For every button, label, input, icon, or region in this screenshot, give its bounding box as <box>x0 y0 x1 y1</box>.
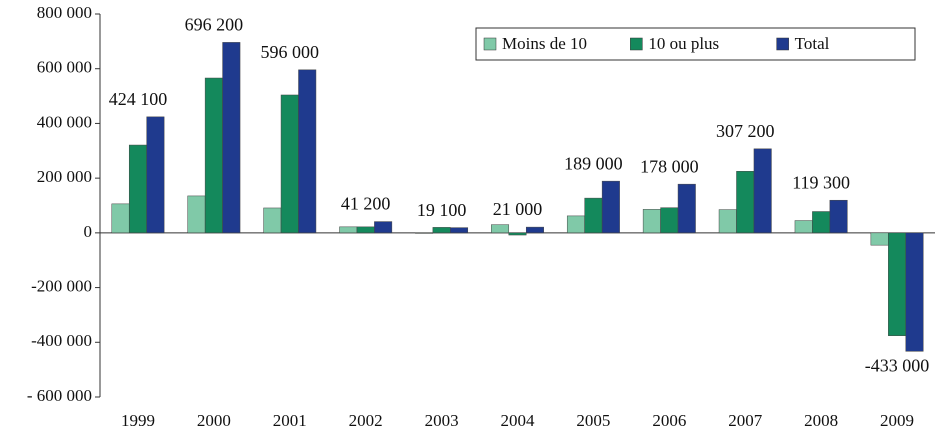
y-tick-label: - 600 000 <box>27 386 92 405</box>
bar <box>718 209 737 234</box>
y-tick-label: 0 <box>84 222 93 241</box>
bar <box>812 211 831 234</box>
bar <box>525 226 544 234</box>
x-tick-label: 2008 <box>804 411 838 430</box>
x-tick-label: 2002 <box>349 411 383 430</box>
x-tick-label: 1999 <box>121 411 155 430</box>
legend-swatch <box>776 37 789 51</box>
y-tick-label: -200 000 <box>31 276 92 295</box>
value-label: -433 000 <box>865 355 930 375</box>
bar <box>642 209 661 234</box>
x-tick-label: 2009 <box>880 411 914 430</box>
legend-swatch <box>630 37 643 51</box>
x-tick-label: 2006 <box>652 411 686 430</box>
value-label: 41 200 <box>341 194 391 214</box>
bar <box>187 195 206 234</box>
bar <box>888 232 907 336</box>
bar <box>584 197 603 234</box>
x-tick-label: 2007 <box>728 411 763 430</box>
bar <box>566 215 585 234</box>
bar <box>905 232 924 352</box>
value-label: 21 000 <box>493 199 543 219</box>
legend-label: Total <box>795 34 830 53</box>
y-tick-label: 600 000 <box>37 58 92 77</box>
legend-box <box>475 27 916 61</box>
x-tick-label: 2004 <box>501 411 536 430</box>
bar <box>415 232 434 234</box>
bar <box>450 227 469 234</box>
bar <box>753 148 772 234</box>
bar <box>204 77 223 234</box>
bar <box>870 232 889 246</box>
legend-label: 10 ou plus <box>648 34 719 53</box>
bar <box>222 42 241 234</box>
bar <box>508 232 527 236</box>
value-label: 424 100 <box>109 89 168 109</box>
bar <box>374 221 393 234</box>
bar <box>432 227 451 234</box>
value-label: 596 000 <box>261 42 320 62</box>
x-tick-label: 2001 <box>273 411 307 430</box>
x-tick-label: 2005 <box>576 411 610 430</box>
bar <box>146 116 165 234</box>
value-label: 696 200 <box>185 15 244 35</box>
bar <box>280 94 299 234</box>
legend-label: Moins de 10 <box>502 34 587 53</box>
x-tick-label: 2000 <box>197 411 231 430</box>
bar <box>491 224 510 234</box>
bar <box>601 180 620 234</box>
value-label: 178 000 <box>640 156 699 176</box>
y-tick-label: -400 000 <box>31 331 92 350</box>
legend-swatch <box>483 37 497 51</box>
x-tick-label: 2003 <box>425 411 459 430</box>
y-tick-label: 800 000 <box>37 3 92 22</box>
bar <box>263 207 282 234</box>
value-label: 189 000 <box>564 153 623 173</box>
bar <box>298 69 317 234</box>
bar <box>660 207 679 234</box>
value-label: 307 200 <box>716 121 775 141</box>
bar <box>111 203 130 234</box>
bar <box>128 144 147 234</box>
y-tick-label: 200 000 <box>37 167 92 186</box>
bar <box>677 183 696 234</box>
y-tick-label: 400 000 <box>37 112 92 131</box>
bar <box>829 199 848 234</box>
value-label: 119 300 <box>792 172 850 192</box>
bar <box>339 226 358 234</box>
value-label: 19 100 <box>417 200 467 220</box>
bar <box>736 171 755 234</box>
bar <box>794 220 813 234</box>
bar <box>356 226 375 234</box>
